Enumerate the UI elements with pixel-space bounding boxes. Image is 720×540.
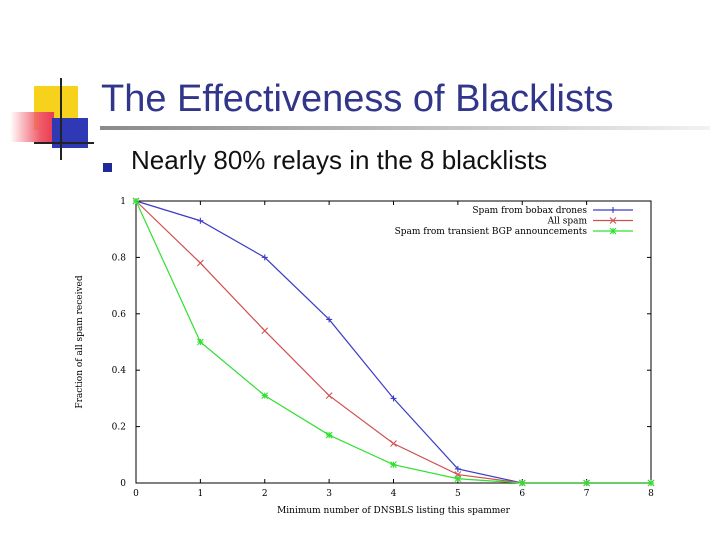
x-tick-label: 5	[455, 489, 461, 499]
series-1-point	[196, 259, 204, 267]
series-line-2	[135, 200, 651, 484]
series-2-point	[583, 479, 591, 487]
plot-frame	[135, 200, 652, 484]
x-tick-label: 7	[584, 489, 590, 499]
series-line-0	[135, 200, 651, 484]
series-2-point	[647, 479, 655, 487]
legend-label-1: All spam	[547, 217, 588, 227]
series-1-point	[261, 327, 269, 335]
series-2-point	[518, 479, 526, 487]
y-tick-label: 0.6	[112, 310, 127, 320]
series-line-1	[135, 200, 651, 484]
series-1-point	[325, 392, 333, 399]
series-2-point	[325, 431, 333, 439]
y-tick-label: 1	[120, 197, 126, 207]
x-tick-label: 3	[326, 489, 332, 499]
y-tick-label: 0	[120, 479, 126, 489]
x-tick-label: 6	[519, 489, 525, 499]
bullet-square-icon	[103, 163, 112, 172]
decor-horizontal-line	[34, 142, 94, 144]
title-underline-rule	[100, 126, 710, 130]
y-tick-label: 0.2	[112, 423, 126, 433]
series-0-point	[197, 217, 204, 224]
series-0-point	[454, 465, 461, 472]
legend-label-0: Spam from bobax drones	[472, 206, 587, 216]
bullet-text: Nearly 80% relays in the 8 blacklists	[131, 145, 548, 175]
series-2-point	[132, 197, 140, 205]
slide-title: The Effectiveness of Blacklists	[101, 78, 614, 120]
decor-vertical-line	[60, 78, 62, 160]
legend-label-2: Spam from transient BGP announcements	[395, 227, 588, 237]
series-2-point	[390, 461, 397, 469]
y-tick-label: 0.8	[112, 253, 127, 263]
series-0-point	[390, 395, 397, 402]
y-axis-label: Fraction of all spam received	[75, 275, 85, 409]
x-tick-label: 1	[198, 489, 204, 499]
decor-red-bar	[10, 112, 54, 142]
x-tick-label: 8	[648, 489, 654, 499]
y-tick-label: 0.4	[112, 366, 127, 376]
series-2-point	[454, 475, 462, 483]
x-tick-label: 2	[262, 489, 268, 499]
series-2-point	[261, 392, 269, 399]
series-1-point	[390, 440, 397, 447]
legend-marker-0	[610, 207, 616, 213]
series-0-point	[326, 316, 333, 323]
legend-marker-2	[609, 227, 617, 235]
series-0-point	[261, 254, 268, 261]
spam-fraction-chart: 0 1 2 3 4 5 6 7 8 0 0.2 0.4 0.6 0.8 1 Minimum number of…	[75, 197, 655, 516]
legend-marker-1	[609, 217, 617, 224]
x-tick-label: 4	[391, 489, 397, 499]
x-tick-label: 0	[133, 489, 139, 499]
series-2-point	[196, 338, 204, 346]
x-axis-label: Minimum number of DNSBLS listing this sp…	[277, 506, 511, 516]
